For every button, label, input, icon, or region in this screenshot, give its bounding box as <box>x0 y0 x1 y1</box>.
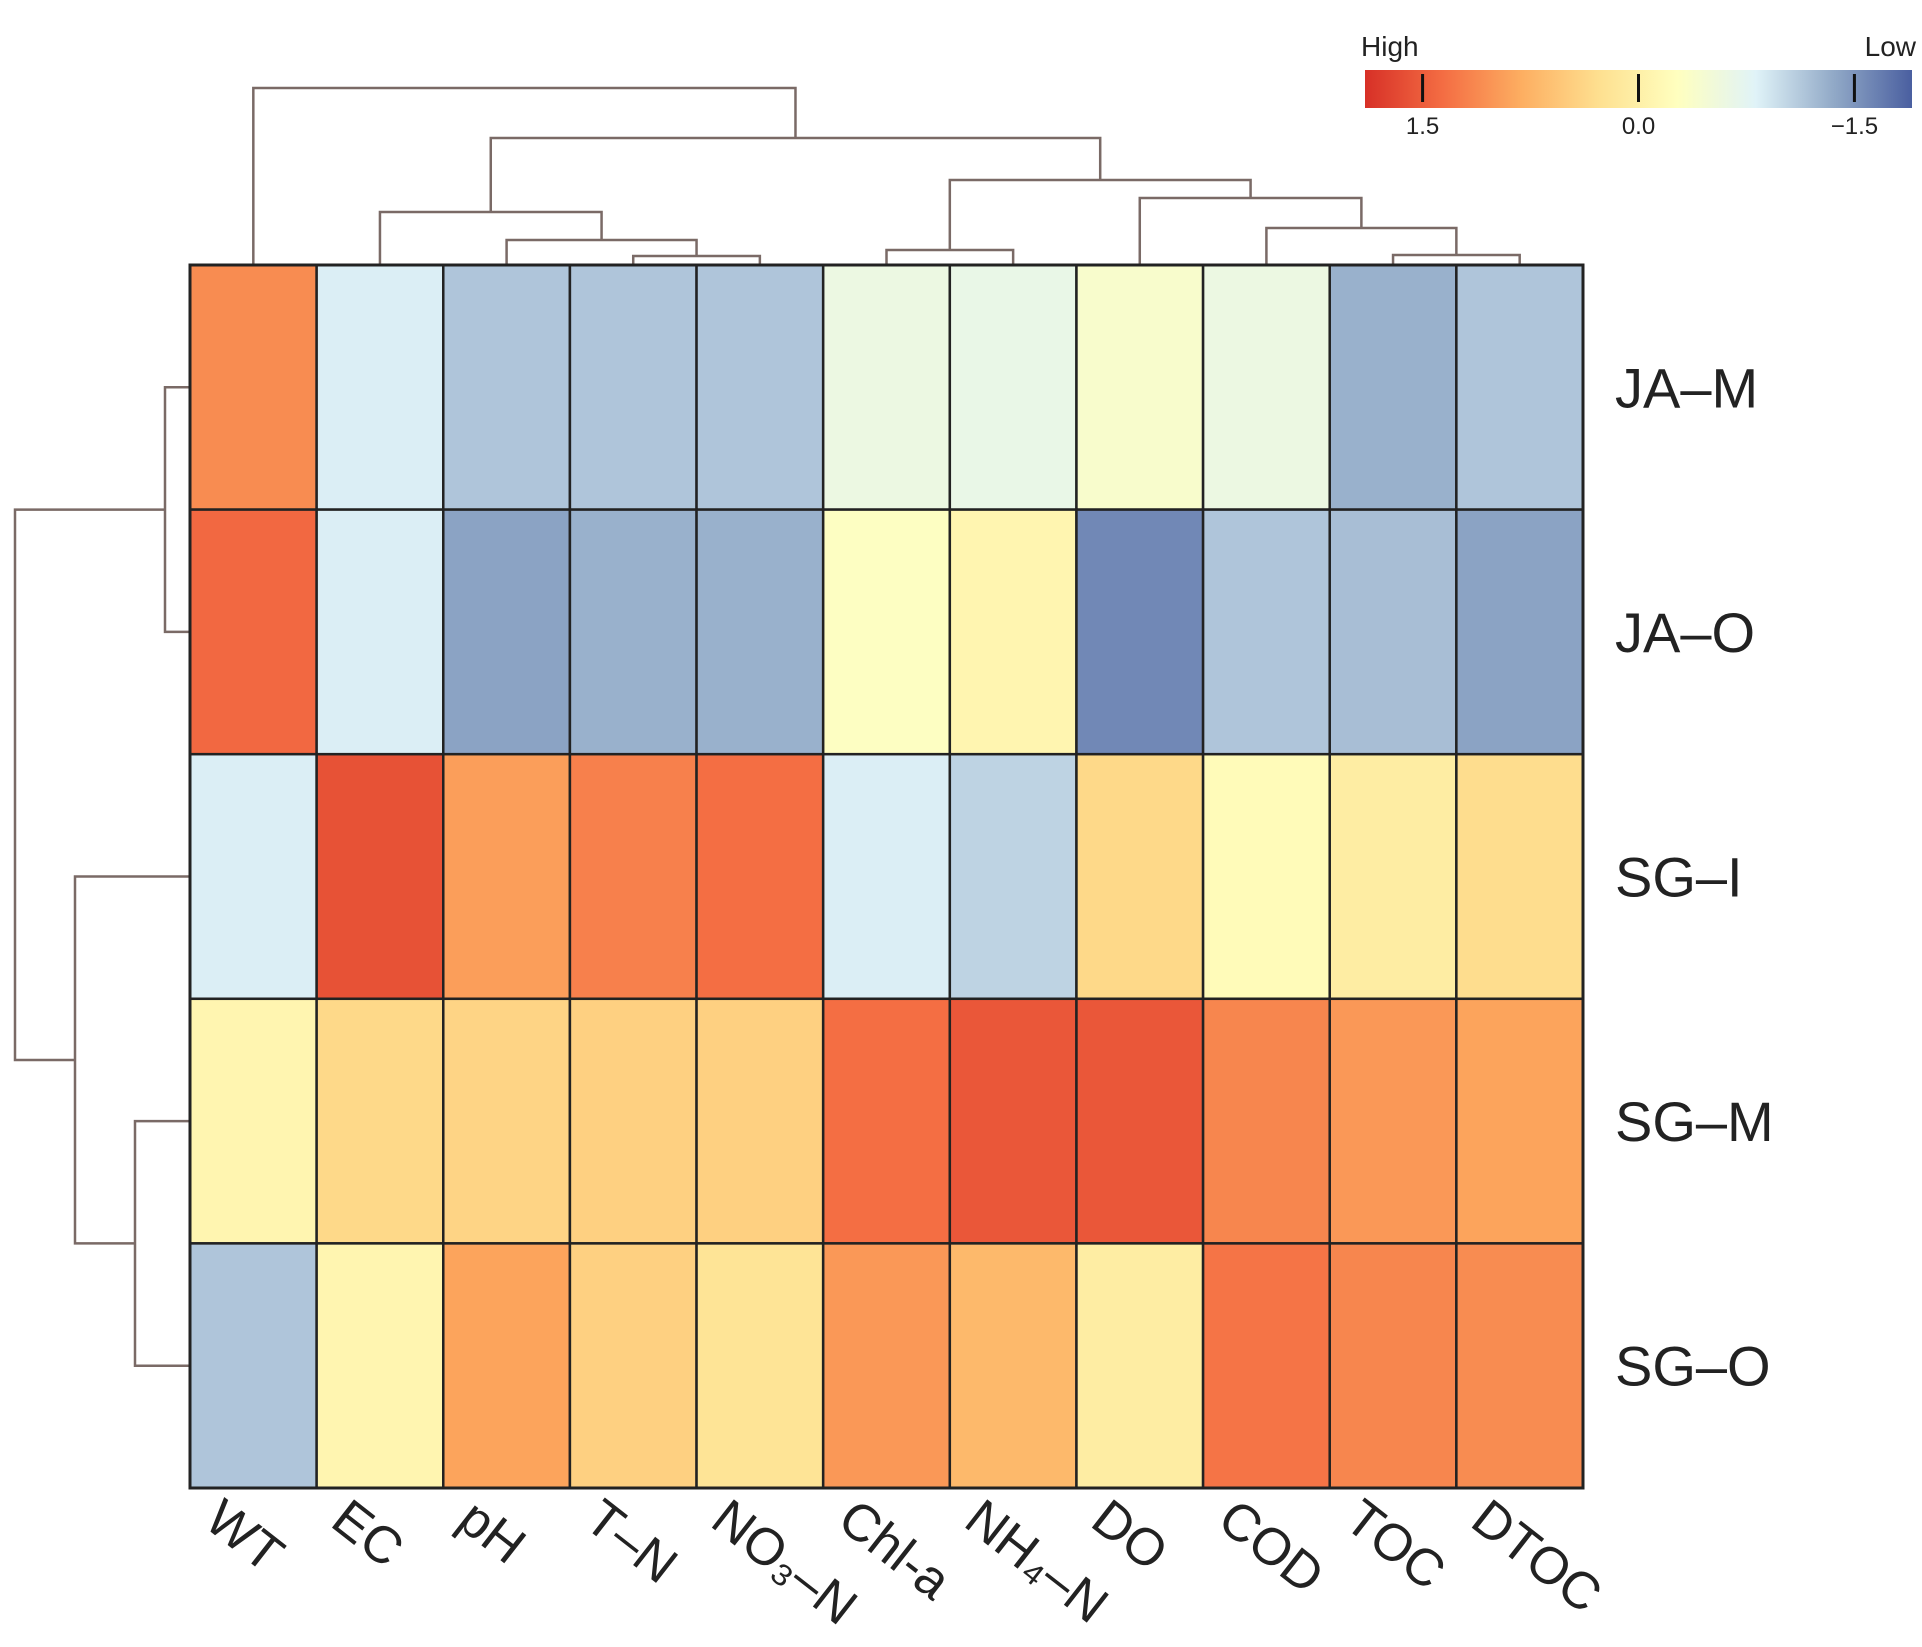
heatmap-cell <box>821 1242 952 1490</box>
heatmap-cell <box>1201 263 1331 511</box>
heatmap-cell <box>821 752 952 1001</box>
heatmap-cell <box>1455 508 1585 756</box>
heatmap-cell <box>568 508 698 756</box>
row-labels: JA–M JA–O SG–I SG–M SG–O <box>1615 356 1774 1397</box>
column-dendrogram-link <box>378 210 603 265</box>
heatmap-cell <box>188 1242 318 1490</box>
heatmap-cell <box>1455 997 1585 1245</box>
heatmap-cell <box>442 752 572 1001</box>
heatmap-cell <box>188 997 318 1245</box>
heatmap-cell <box>695 752 825 1001</box>
heatmap-cell <box>188 752 318 1001</box>
heatmap-cell <box>568 752 698 1001</box>
column-dendrogram-link <box>948 178 1252 250</box>
heatmap-cell <box>442 263 572 511</box>
column-label: DTOC <box>1461 1489 1612 1625</box>
row-label: SG–M <box>1615 1090 1774 1153</box>
column-label: pH <box>448 1489 536 1576</box>
row-label: JA–M <box>1615 356 1758 419</box>
heatmap-cell <box>1201 508 1331 756</box>
heatmap-cell <box>1328 997 1458 1245</box>
row-label: SG–I <box>1615 846 1743 909</box>
column-dendrogram-link <box>505 238 698 265</box>
heatmap-cell <box>442 508 572 756</box>
heatmap-cell <box>948 508 1078 756</box>
heatmap-cell <box>1455 1242 1585 1490</box>
heatmap-cell <box>568 263 698 511</box>
heatmap-cell <box>821 508 952 756</box>
heatmap-cell <box>1328 263 1458 511</box>
color-legend: High Low 1.5 0.0 −1.5 <box>1361 31 1917 140</box>
column-dendrogram-link <box>1138 196 1363 265</box>
heatmap-cell <box>1201 752 1331 1001</box>
heatmap-cells <box>188 263 1585 1490</box>
heatmap-cell <box>1455 263 1585 511</box>
column-dendrogram-link <box>1265 226 1458 265</box>
legend-tick-label: 0.0 <box>1622 113 1655 140</box>
row-label: SG–O <box>1615 1335 1771 1398</box>
heatmap-cell <box>948 997 1078 1245</box>
heatmap-cell <box>1075 508 1205 756</box>
heatmap-cell <box>948 752 1078 1001</box>
column-dendrogram-link <box>885 248 1015 265</box>
row-dendrogram-link <box>163 386 190 634</box>
row-dendrogram-link <box>133 1119 190 1367</box>
heatmap-cell <box>568 997 698 1245</box>
column-dendrogram-link <box>489 136 1102 212</box>
column-label: DO <box>1081 1489 1178 1583</box>
row-dendrogram-link <box>73 875 190 1245</box>
column-label: WT <box>195 1489 294 1584</box>
column-dendrogram <box>252 86 1521 265</box>
heatmap-cell <box>948 1242 1078 1490</box>
heatmap-cell <box>821 263 952 511</box>
heatmap-cell <box>1075 752 1205 1001</box>
heatmap-cell <box>568 1242 698 1490</box>
heatmap-cell <box>188 263 318 511</box>
legend-tick-label: −1.5 <box>1831 113 1878 140</box>
column-label: T–N <box>575 1489 688 1595</box>
heatmap-cell <box>315 263 445 511</box>
legend-high-label: High <box>1361 31 1419 62</box>
column-label: COD <box>1208 1489 1335 1606</box>
heatmap-cell <box>821 997 952 1245</box>
heatmap-cell <box>695 1242 825 1490</box>
heatmap-cell <box>315 752 445 1001</box>
column-label: TOC <box>1334 1489 1455 1602</box>
heatmap-cell <box>1328 508 1458 756</box>
heatmap-cell <box>442 1242 572 1490</box>
row-dendrogram-link <box>13 508 165 1062</box>
heatmap-cell <box>695 997 825 1245</box>
heatmap-border <box>188 263 1585 1490</box>
legend-low-label: Low <box>1865 31 1917 62</box>
heatmap-cell <box>1328 752 1458 1001</box>
heatmap-cell <box>1201 1242 1331 1490</box>
heatmap-cell <box>315 508 445 756</box>
heatmap-cell <box>948 263 1078 511</box>
heatmap-cell <box>315 997 445 1245</box>
legend-tick-label: 1.5 <box>1406 113 1439 140</box>
heatmap-cell <box>442 997 572 1245</box>
heatmap-cell <box>695 508 825 756</box>
heatmap-cell <box>695 263 825 511</box>
column-label: NH₄–N <box>954 1489 1118 1635</box>
heatmap-cell <box>1075 263 1205 511</box>
heatmap-cell <box>188 508 318 756</box>
heatmap-cell <box>1455 752 1585 1001</box>
heatmap-cell <box>315 1242 445 1490</box>
column-label: EC <box>321 1489 414 1579</box>
row-dendrogram <box>13 386 190 1367</box>
heatmap-cell <box>1075 997 1205 1245</box>
column-dendrogram-link <box>252 86 797 265</box>
heatmap-cell <box>1201 997 1331 1245</box>
heatmap-cell <box>1075 1242 1205 1490</box>
heatmap-cell <box>1328 1242 1458 1490</box>
column-label: NO₃–N <box>701 1489 867 1637</box>
row-label: JA–O <box>1615 601 1755 664</box>
